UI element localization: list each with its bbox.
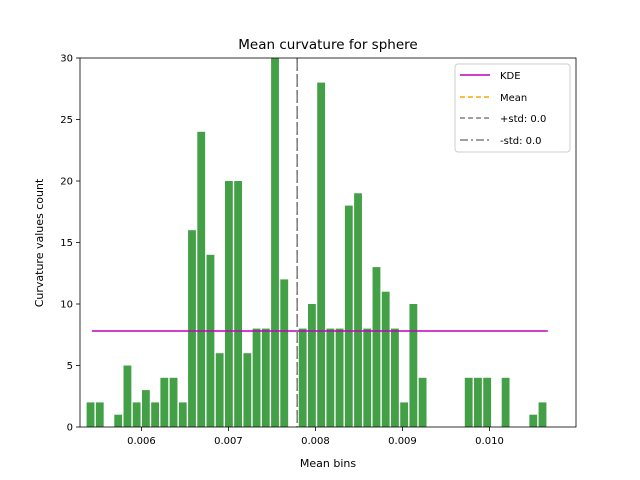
histogram-bar (529, 414, 538, 427)
histogram-bar (538, 402, 547, 427)
histogram-bar (132, 402, 141, 427)
histogram-bars (86, 58, 547, 428)
histogram-bar (160, 377, 169, 427)
histogram-bar (298, 328, 307, 427)
histogram-bar (271, 58, 279, 427)
histogram-bar (151, 402, 160, 427)
histogram-bar (252, 328, 261, 427)
legend-minus-std-label: -std: 0.0 (500, 136, 542, 147)
histogram-bar (243, 353, 252, 427)
y-tick-label: 25 (60, 115, 73, 126)
y-axis-ticks: 0 5 10 15 20 25 30 (60, 54, 80, 434)
y-axis-label: Curvature values count (33, 178, 46, 307)
histogram-bar (326, 328, 335, 427)
histogram-bar (178, 402, 187, 427)
histogram-bar (363, 328, 372, 427)
x-tick-label: 0.007 (214, 436, 243, 447)
histogram-bar (400, 402, 409, 427)
y-tick-label: 20 (60, 177, 73, 188)
histogram-bar (206, 254, 215, 427)
histogram-bar (188, 230, 196, 427)
histogram-bar (501, 377, 510, 427)
histogram-bar (391, 328, 399, 427)
legend: KDE Mean +std: 0.0 -std: 0.0 (454, 63, 571, 153)
y-tick-label: 15 (60, 238, 73, 249)
histogram-bar (307, 304, 316, 427)
histogram-bar (215, 353, 224, 427)
reference-lines (91, 58, 548, 427)
histogram-bar (114, 414, 123, 427)
y-tick-label: 10 (60, 300, 73, 311)
histogram-bar (280, 279, 289, 427)
histogram-bar (372, 267, 381, 427)
legend-plus-std-label: +std: 0.0 (500, 114, 546, 125)
histogram-bar (261, 328, 270, 427)
y-tick-label: 30 (60, 54, 73, 65)
histogram-bar (224, 181, 233, 427)
histogram-bar (474, 377, 482, 427)
histogram-bar (317, 82, 326, 427)
histogram-bar (335, 328, 344, 427)
x-tick-label: 0.009 (388, 436, 417, 447)
histogram-bar (381, 291, 390, 427)
histogram-bar (197, 131, 206, 428)
histogram-bar (86, 402, 95, 427)
histogram-bar (344, 205, 353, 427)
x-axis-label: Mean bins (300, 457, 356, 470)
histogram-bar (409, 304, 418, 427)
histogram-bar (483, 377, 492, 427)
legend-box (454, 63, 571, 153)
histogram-bar (141, 390, 150, 427)
x-tick-label: 0.006 (127, 436, 156, 447)
histogram-bar (95, 402, 104, 427)
histogram-bar (354, 193, 362, 427)
x-tick-label: 0.010 (475, 436, 504, 447)
histogram-bar (234, 181, 243, 427)
histogram-bar (169, 377, 178, 427)
x-tick-label: 0.008 (301, 436, 330, 447)
x-axis-ticks: 0.006 0.007 0.008 0.009 0.010 (127, 427, 504, 447)
y-tick-label: 5 (67, 361, 73, 372)
histogram-bar (464, 377, 473, 427)
histogram-bar (418, 377, 427, 427)
legend-mean-label: Mean (500, 93, 527, 104)
y-tick-label: 0 (67, 423, 73, 434)
chart-title: Mean curvature for sphere (238, 37, 417, 53)
histogram-bar (123, 365, 132, 427)
legend-kde-label: KDE (500, 71, 521, 82)
